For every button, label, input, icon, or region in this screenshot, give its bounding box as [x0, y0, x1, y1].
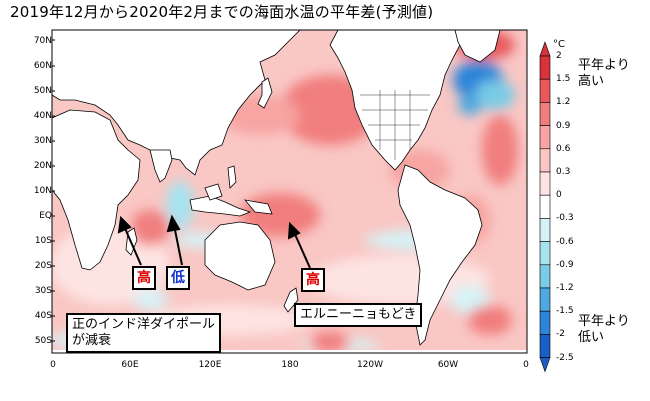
colorbar-tick-label: -0.9	[556, 259, 574, 270]
colorbar-segment	[539, 125, 551, 150]
lat-label: 30S	[34, 286, 52, 296]
philippines	[227, 165, 237, 189]
colorbar-segment	[539, 102, 551, 126]
lon-label: 120W	[356, 360, 384, 370]
lat-label: 20S	[34, 261, 52, 271]
colorbar-tick-label: 0	[556, 190, 562, 201]
new-zealand	[283, 287, 299, 313]
lon-label: 60E	[121, 360, 139, 370]
colorbar-tick-label: -0.6	[556, 236, 574, 247]
africa	[52, 109, 141, 271]
colorbar-segment	[539, 218, 551, 242]
annotation-enso-modoki-text: エルニーニョもどき	[294, 303, 423, 327]
lat-label: 20N	[33, 161, 52, 171]
colorbar-top-arrow	[539, 41, 551, 57]
lat-label: 10S	[34, 236, 52, 246]
annotation-low-indian-east: 低	[166, 266, 190, 290]
lat-label: 50S	[34, 336, 52, 346]
south-america	[397, 164, 483, 346]
lon-label: 180	[281, 360, 299, 370]
greenland	[454, 30, 501, 63]
colorbar-tick-label: -2.5	[556, 352, 574, 363]
colorbar-segment	[539, 55, 551, 80]
map-title: 2019年12月から2020年2月までの海面水温の平年差(予測値)	[10, 3, 434, 21]
australia	[204, 221, 276, 291]
colorbar-segment	[539, 78, 551, 103]
colorbar-segment	[539, 264, 551, 289]
lat-label: 70N	[33, 36, 52, 46]
legend-high-label: 平年より 高い	[578, 58, 630, 89]
colorbar-segment	[539, 334, 551, 358]
state-borders	[360, 90, 430, 160]
colorbar-unit: °C	[553, 39, 565, 50]
colorbar-bottom-arrow	[539, 357, 551, 373]
colorbar-tick-label: 0.9	[556, 120, 571, 131]
colorbar-tick-label: -1.2	[556, 283, 574, 293]
lon-label: 120E	[198, 360, 222, 370]
axis-ticks	[52, 39, 55, 342]
lon-label: 60W	[437, 360, 459, 370]
lon-label: 0	[523, 360, 529, 370]
land-masses	[52, 30, 527, 353]
annotation-arrows	[117, 214, 311, 269]
colorbar-tick-label: 0.3	[556, 167, 571, 177]
colorbar	[539, 41, 551, 373]
lat-label: 60N	[33, 61, 52, 71]
colorbar-tick-label: -1.5	[556, 306, 574, 317]
india	[149, 149, 173, 183]
colorbar-tick-label: -2	[556, 329, 565, 340]
lat-label: 10N	[33, 186, 52, 196]
lat-label: 40N	[33, 111, 52, 121]
new-guinea	[243, 199, 273, 215]
lat-label: 40S	[34, 311, 52, 321]
colorbar-tick-label: 0.6	[556, 143, 571, 154]
legend-low-label: 平年より 低い	[578, 314, 630, 345]
colorbar-segment	[539, 148, 551, 173]
colorbar-segment	[539, 241, 551, 266]
colorbar-tick-label: 1.5	[556, 74, 571, 85]
lat-label: 30N	[33, 136, 52, 146]
colorbar-segment	[539, 171, 551, 196]
eurasia	[52, 30, 301, 179]
colorbar-tick-label: 1.2	[556, 97, 571, 108]
japan	[257, 77, 273, 109]
annotation-iod-text: 正のインド洋ダイポール が減衰	[66, 313, 222, 353]
colorbar-tick-label: 2	[556, 51, 562, 61]
lon-label: 0	[50, 360, 56, 370]
lat-label: 50N	[33, 86, 52, 96]
borneo	[204, 183, 223, 201]
colorbar-segment	[539, 310, 551, 335]
annotation-high-pacific: 高	[301, 268, 325, 292]
colorbar-tick-label: -0.3	[556, 213, 574, 224]
annotation-high-indian-west: 高	[132, 266, 156, 290]
colorbar-segment	[539, 194, 551, 219]
lat-label: EQ	[39, 211, 52, 221]
indonesia	[189, 195, 252, 217]
colorbar-segment	[539, 287, 551, 312]
